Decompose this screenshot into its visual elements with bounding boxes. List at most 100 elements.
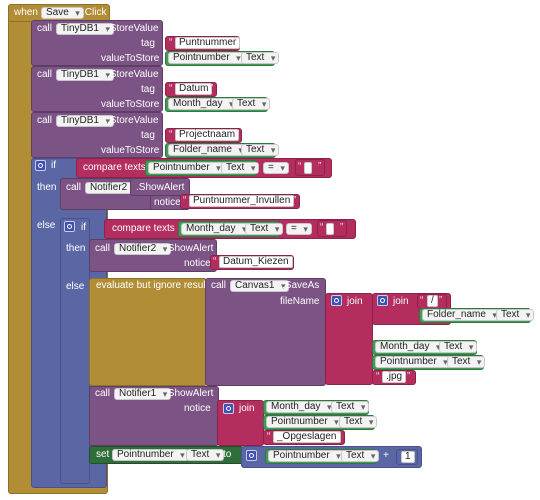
mutator-gear-icon[interactable] bbox=[223, 403, 234, 414]
property-dot: . bbox=[332, 416, 335, 427]
saveas-method-label: .SaveAs bbox=[282, 280, 320, 291]
text-property-dropdown[interactable]: Text bbox=[232, 98, 271, 110]
storevalue-method-label: .StoreValue bbox=[107, 23, 159, 34]
text-value-alert1[interactable]: Puntnummer_Invullen bbox=[189, 195, 295, 207]
property-dot: . bbox=[433, 341, 436, 352]
compare-operator-dropdown[interactable]: = bbox=[286, 223, 312, 235]
pointnumber-component-dropdown[interactable]: Pointnumber bbox=[268, 450, 345, 462]
property-dot: . bbox=[235, 144, 238, 155]
mutator-gear-icon[interactable] bbox=[64, 221, 75, 232]
canvas-saveas-block[interactable] bbox=[205, 278, 326, 386]
value-to-store-label: valueToStore bbox=[101, 53, 160, 64]
text-value-puntnummer[interactable]: Puntnummer bbox=[175, 37, 241, 49]
text-value-empty[interactable] bbox=[304, 162, 312, 174]
to-label: to bbox=[223, 449, 232, 460]
plus-operator: + bbox=[383, 450, 389, 461]
text-property-dropdown[interactable]: Text bbox=[439, 341, 478, 353]
text-property-dropdown[interactable]: Text bbox=[221, 162, 260, 174]
text-value-alert2[interactable]: Datum_Kiezen bbox=[219, 256, 293, 268]
value-to-store-label: valueToStore bbox=[101, 99, 160, 110]
pointnumber-component-dropdown[interactable]: Pointnumber bbox=[266, 416, 343, 428]
notifier2-component-dropdown[interactable]: Notifier2 bbox=[114, 243, 172, 255]
mutator-gear-icon[interactable] bbox=[246, 450, 257, 461]
mutator-gear-icon[interactable] bbox=[35, 160, 46, 171]
text-property-dropdown[interactable]: Text bbox=[331, 401, 370, 413]
call-label: call bbox=[37, 69, 53, 80]
text-property-dropdown[interactable]: Text bbox=[241, 144, 280, 156]
notice-label: notice bbox=[184, 403, 211, 414]
quote-close: ” bbox=[293, 195, 297, 206]
join-label: join bbox=[347, 296, 363, 307]
tag-label: tag bbox=[141, 38, 155, 49]
notice-label: notice bbox=[184, 258, 211, 269]
quote-close: ” bbox=[318, 161, 322, 172]
pointnumber-component-dropdown[interactable]: Pointnumber bbox=[168, 52, 245, 64]
compare-texts-label: compare texts bbox=[83, 162, 146, 173]
quote-close: ” bbox=[287, 256, 291, 267]
compare-operator-dropdown[interactable]: = bbox=[263, 162, 289, 174]
when-label: when bbox=[14, 7, 38, 18]
property-dot: . bbox=[490, 309, 493, 320]
notice-label: notice bbox=[154, 197, 181, 208]
call-label: call bbox=[95, 243, 111, 254]
call-label: call bbox=[66, 182, 82, 193]
quote-close: ” bbox=[439, 295, 443, 306]
pointnumber-component-dropdown[interactable]: Pointnumber bbox=[112, 449, 189, 461]
if-else-block-inner[interactable] bbox=[60, 218, 90, 484]
property-dot: . bbox=[226, 98, 229, 109]
text-property-dropdown[interactable]: Text bbox=[339, 416, 378, 428]
tinydb-component-dropdown[interactable]: TinyDB1 bbox=[56, 115, 114, 127]
text-value-slash[interactable]: / bbox=[427, 295, 438, 307]
call-label: call bbox=[95, 388, 111, 399]
showalert-method-label: .ShowAlert bbox=[136, 182, 185, 193]
storevalue-method-label: .StoreValue bbox=[107, 69, 159, 80]
tag-label: tag bbox=[141, 84, 155, 95]
set-label: set bbox=[96, 449, 110, 460]
text-value-datum[interactable]: Datum bbox=[175, 83, 213, 95]
notifier1-component-dropdown[interactable]: Notifier1 bbox=[114, 388, 172, 400]
text-property-dropdown[interactable]: Text bbox=[186, 449, 225, 461]
quote-open: “ bbox=[376, 371, 380, 382]
storevalue-method-label: .StoreValue bbox=[107, 115, 159, 126]
text-value-jpg[interactable]: .jpg bbox=[382, 371, 407, 383]
showalert-method-label: .ShowAlert bbox=[165, 243, 214, 254]
quote-open: “ bbox=[183, 195, 187, 206]
event-name-label: .Click bbox=[82, 7, 107, 18]
filename-label: fileName bbox=[280, 296, 320, 307]
text-property-dropdown[interactable]: Text bbox=[245, 223, 284, 235]
event-component-dropdown[interactable]: Save bbox=[41, 7, 84, 19]
else-label: else bbox=[37, 220, 56, 231]
mutator-gear-icon[interactable] bbox=[377, 295, 388, 306]
mutator-gear-icon[interactable] bbox=[331, 295, 342, 306]
quote-close: ” bbox=[236, 129, 240, 140]
evaluate-ignore-block[interactable] bbox=[89, 278, 207, 386]
tinydb-component-dropdown[interactable]: TinyDB1 bbox=[56, 69, 114, 81]
number-value-one[interactable]: 1 bbox=[401, 451, 415, 463]
join-block-outer[interactable] bbox=[325, 293, 373, 385]
folder-name-component-dropdown[interactable]: Folder_name bbox=[422, 309, 501, 321]
canvas-component-dropdown[interactable]: Canvas1 bbox=[230, 280, 290, 292]
call-label: call bbox=[37, 23, 53, 34]
text-property-dropdown[interactable]: Text bbox=[447, 356, 486, 368]
text-property-dropdown[interactable]: Text bbox=[496, 309, 535, 321]
quote-open: “ bbox=[169, 129, 173, 140]
quote-open: “ bbox=[298, 161, 302, 172]
quote-close: ” bbox=[340, 222, 344, 233]
call-label: call bbox=[211, 280, 227, 291]
text-property-dropdown[interactable]: Text bbox=[241, 52, 280, 64]
quote-open: “ bbox=[169, 83, 173, 94]
text-value-opgeslagen[interactable]: _Opgeslagen bbox=[273, 431, 341, 443]
tag-label: tag bbox=[141, 130, 155, 141]
text-property-dropdown[interactable]: Text bbox=[341, 450, 380, 462]
pointnumber-component-dropdown[interactable]: Pointnumber bbox=[375, 356, 452, 368]
text-value-projectnaam[interactable]: Projectnaam bbox=[175, 129, 240, 141]
evaluate-label: evaluate but ignore result bbox=[96, 280, 209, 291]
value-to-store-label: valueToStore bbox=[101, 145, 160, 156]
showalert-method-label: .ShowAlert bbox=[165, 388, 214, 399]
text-value-empty[interactable] bbox=[326, 223, 334, 235]
join-label: join bbox=[239, 403, 255, 414]
compare-texts-label: compare texts bbox=[112, 223, 175, 234]
tinydb-component-dropdown[interactable]: TinyDB1 bbox=[56, 23, 114, 35]
quote-open: “ bbox=[169, 37, 173, 48]
quote-open: “ bbox=[420, 295, 424, 306]
